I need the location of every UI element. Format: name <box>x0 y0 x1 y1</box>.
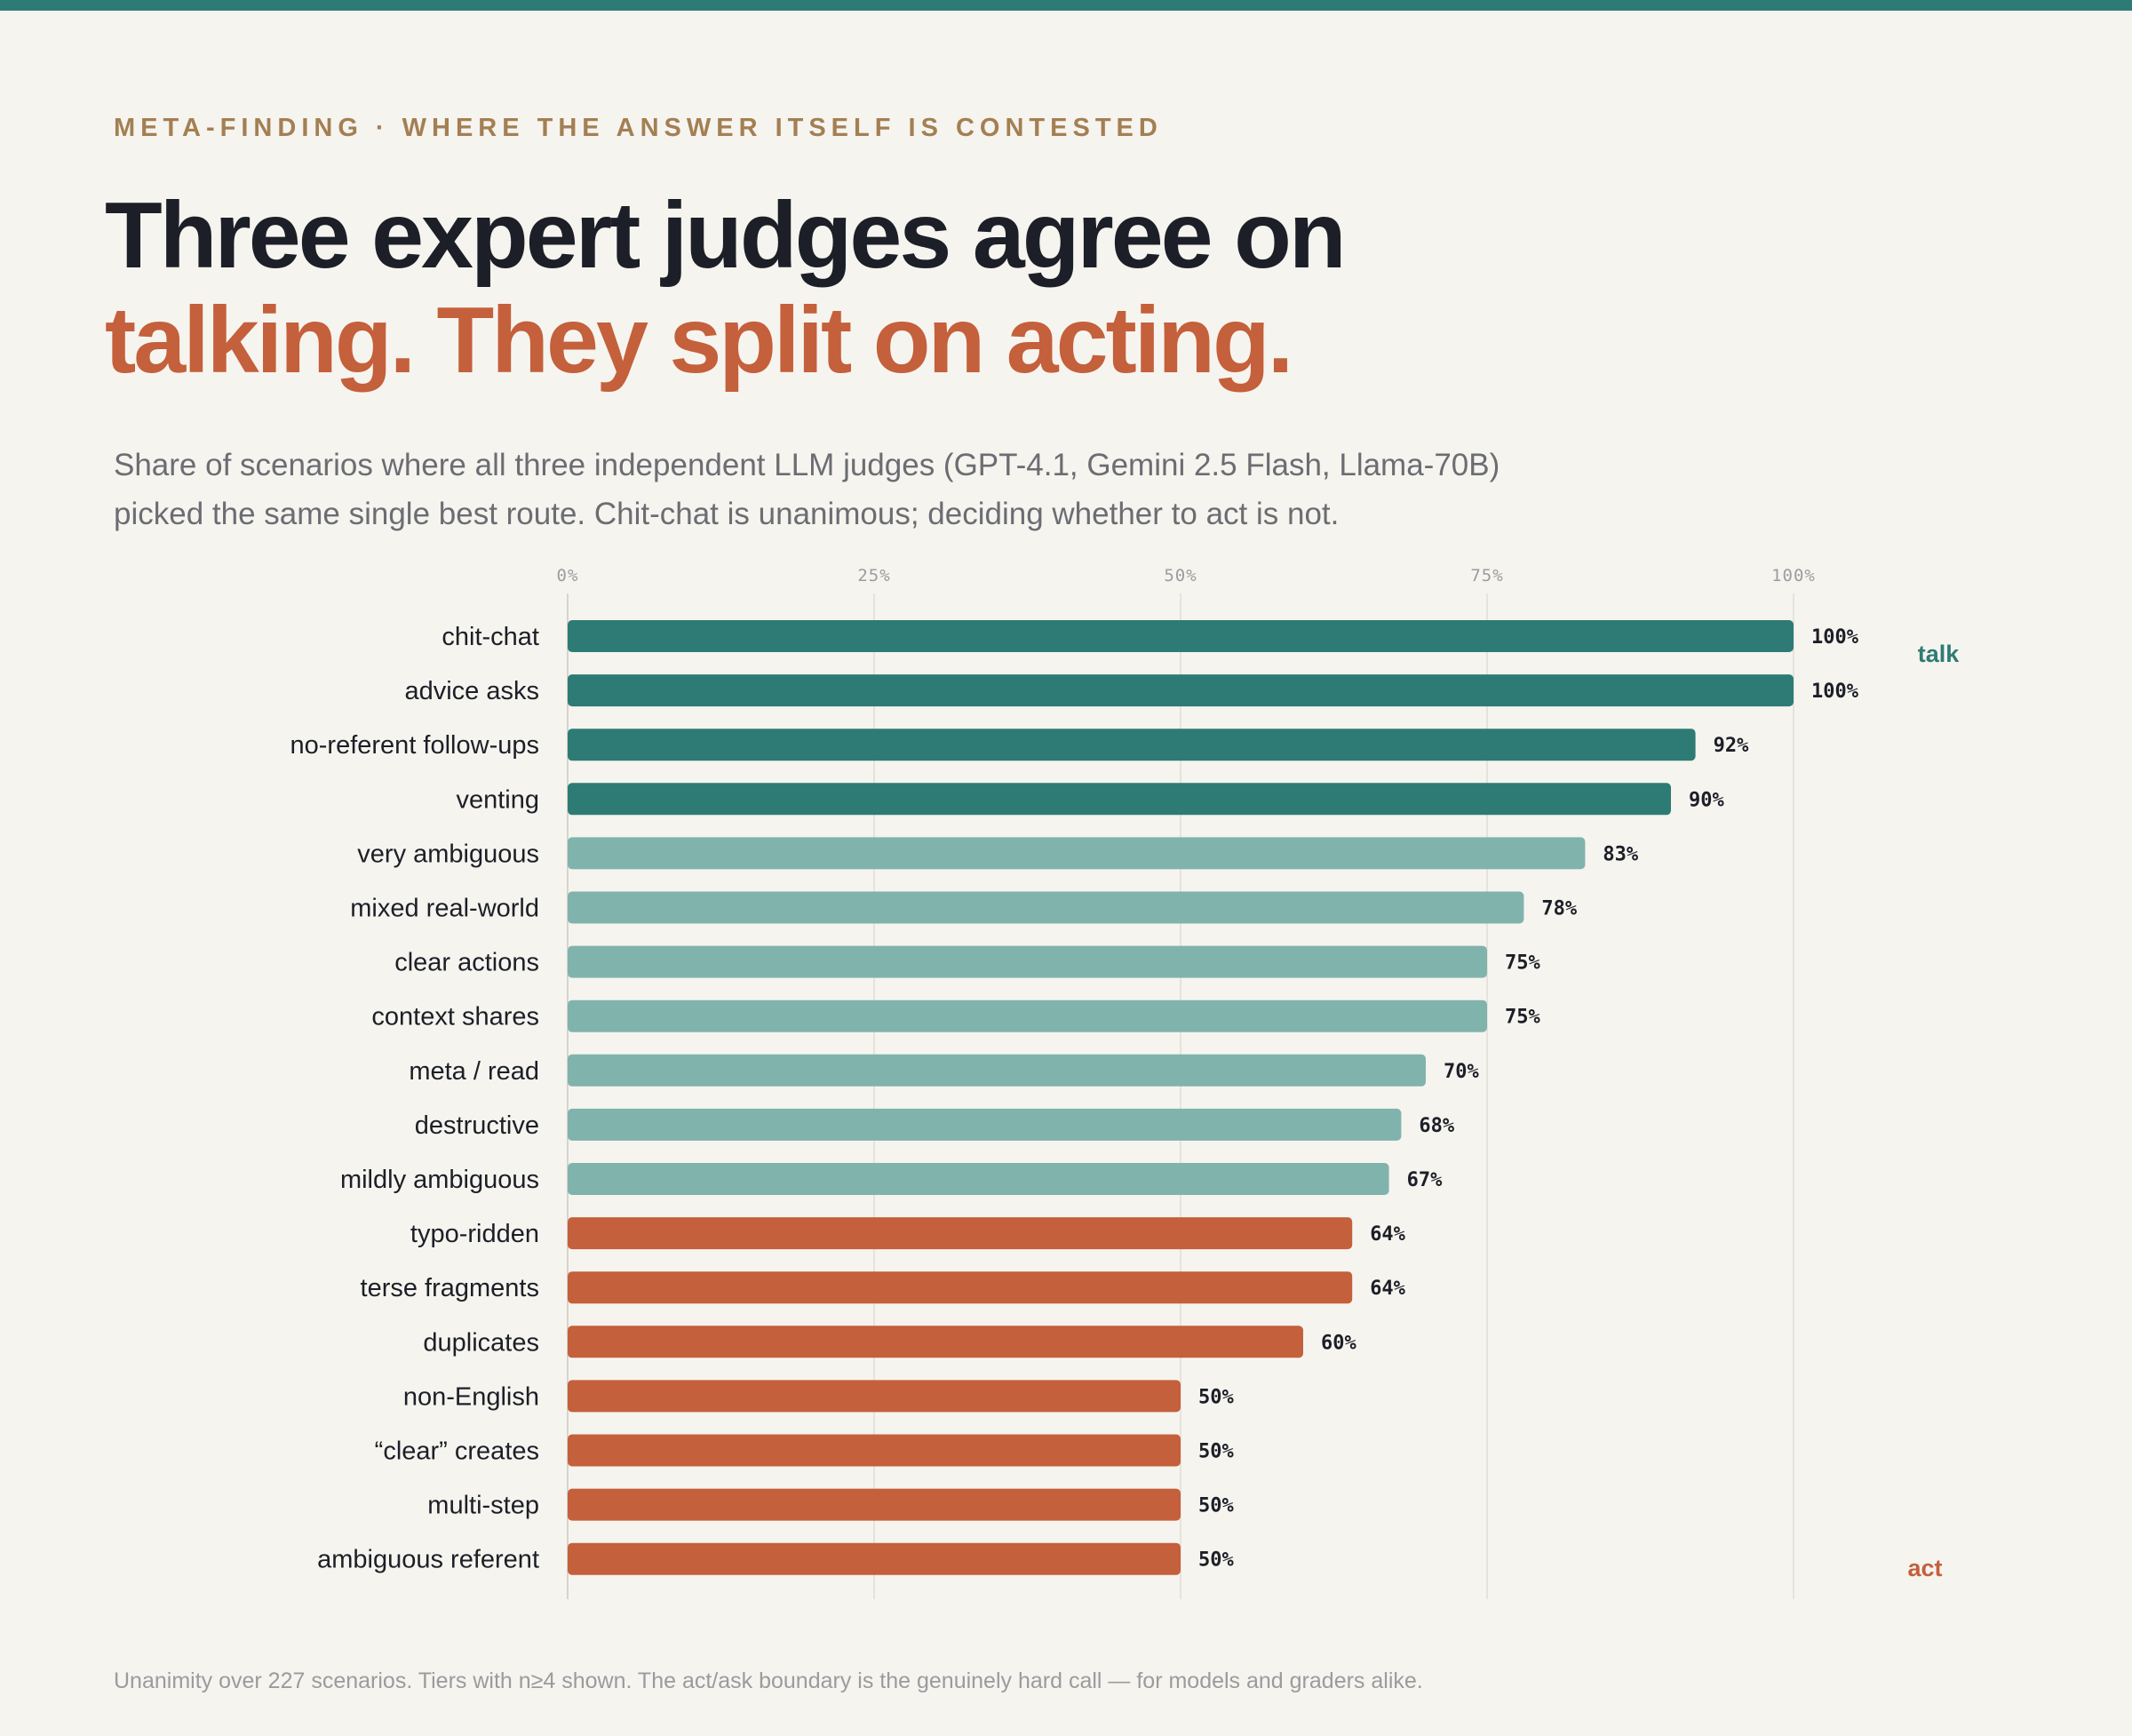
category-label: no-referent follow-ups <box>290 731 539 760</box>
value-label: 75% <box>1505 1007 1540 1029</box>
category-label: mildly ambiguous <box>340 1166 539 1194</box>
bar <box>568 837 1586 870</box>
category-label: ambiguous referent <box>317 1546 539 1574</box>
act-side-label: act <box>1907 1555 1942 1581</box>
category-label: typo-ridden <box>410 1220 539 1248</box>
bar <box>568 1488 1181 1521</box>
value-label: 60% <box>1321 1332 1356 1354</box>
bar <box>568 783 1671 816</box>
category-label: duplicates <box>423 1328 539 1357</box>
bar <box>568 1054 1426 1087</box>
value-label: 67% <box>1407 1169 1443 1191</box>
category-label: chit-chat <box>442 623 539 651</box>
category-label: meta / read <box>409 1057 539 1086</box>
bar <box>568 1380 1181 1413</box>
category-label: non-English <box>403 1382 539 1411</box>
value-label: 70% <box>1444 1061 1479 1083</box>
headline-line-1: Three expert judges agree on <box>105 183 1347 288</box>
footnote: Unanimity over 227 scenarios. Tiers with… <box>114 1668 1423 1693</box>
bar <box>568 891 1524 924</box>
value-label: 50% <box>1198 1549 1234 1572</box>
category-label: clear actions <box>394 949 539 977</box>
value-label: 50% <box>1198 1495 1234 1517</box>
value-label: 75% <box>1505 952 1540 975</box>
x-tick-label: 0% <box>557 566 579 585</box>
category-label: mixed real-world <box>350 895 539 923</box>
bar <box>568 945 1487 978</box>
bar <box>568 1217 1353 1250</box>
value-label: 92% <box>1714 735 1749 757</box>
top-accent-bar <box>0 0 2132 11</box>
subtitle-line-1: Share of scenarios where all three indep… <box>114 448 1500 482</box>
x-tick-label: 75% <box>1470 566 1503 585</box>
value-label: 100% <box>1811 626 1859 649</box>
bar <box>568 674 1794 707</box>
bar <box>568 1163 1389 1195</box>
bar <box>568 729 1696 761</box>
value-label: 50% <box>1198 1441 1234 1463</box>
x-tick-label: 100% <box>1771 566 1816 585</box>
bar <box>568 1108 1402 1141</box>
category-label: venting <box>456 785 539 814</box>
value-label: 64% <box>1370 1278 1405 1300</box>
headline-line-2: talking. They split on acting. <box>105 288 1293 393</box>
category-label: multi-step <box>427 1492 539 1520</box>
talk-side-label: talk <box>1918 641 1961 667</box>
bar <box>568 1434 1181 1467</box>
value-label: 78% <box>1541 898 1577 920</box>
bar <box>568 1326 1303 1358</box>
category-label: “clear” creates <box>375 1437 539 1466</box>
subtitle: Share of scenarios where all three indep… <box>114 441 1802 538</box>
value-label: 50% <box>1198 1386 1234 1408</box>
category-label: advice asks <box>404 677 539 705</box>
x-tick-label: 25% <box>857 566 890 585</box>
value-label: 68% <box>1419 1115 1454 1137</box>
value-label: 90% <box>1689 789 1724 811</box>
bar <box>568 1542 1181 1575</box>
category-label: context shares <box>371 1003 539 1031</box>
category-label: destructive <box>415 1111 539 1140</box>
headline: Three expert judges agree on talking. Th… <box>105 183 1970 393</box>
eyebrow-label: META-FINDING · WHERE THE ANSWER ITSELF I… <box>114 114 1163 142</box>
bar <box>568 620 1794 652</box>
bar <box>568 999 1487 1032</box>
category-label: very ambiguous <box>357 840 539 868</box>
category-label: terse fragments <box>361 1274 539 1302</box>
value-label: 100% <box>1811 681 1859 703</box>
x-tick-label: 50% <box>1164 566 1197 585</box>
agreement-bar-chart: 0% 25% 50% 75% 100% chit-chat 100% advice asks 1… <box>290 566 1961 1599</box>
subtitle-line-2: picked the same single best route. Chit-… <box>114 497 1340 531</box>
value-label: 64% <box>1370 1223 1405 1246</box>
bar <box>568 1271 1353 1304</box>
value-label: 83% <box>1603 843 1638 865</box>
